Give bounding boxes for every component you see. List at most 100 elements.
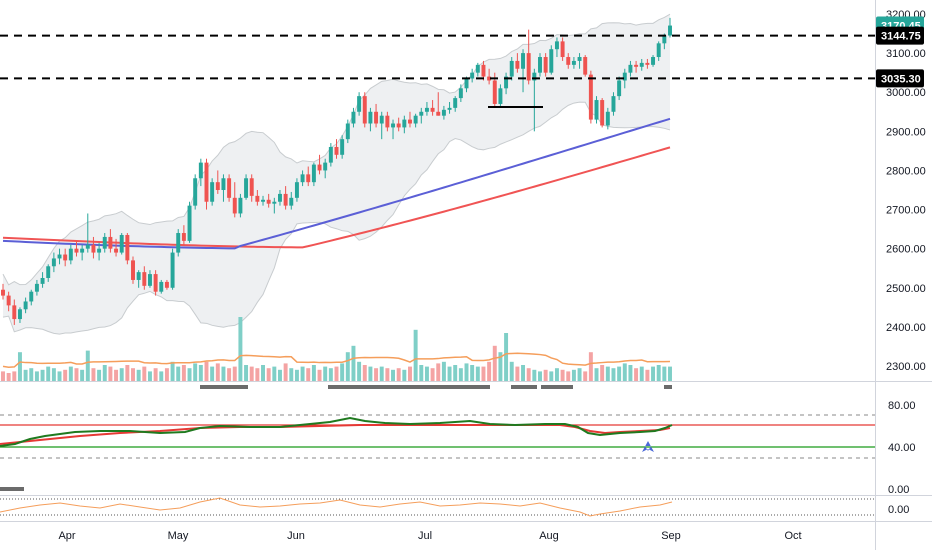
candle <box>470 68 475 83</box>
candle-body <box>538 57 542 73</box>
volume-bar <box>277 369 282 381</box>
volume-bar <box>187 368 192 381</box>
time-axis-label: Sep <box>661 530 681 542</box>
volume-bar <box>357 361 362 381</box>
candle-body <box>294 182 299 198</box>
candle <box>108 229 113 253</box>
candle <box>413 113 418 128</box>
candle-body <box>17 309 22 320</box>
candle-body <box>210 182 215 202</box>
candle <box>583 55 588 77</box>
candle-body <box>453 98 458 108</box>
volume-bar <box>74 368 79 381</box>
osc-axis-label-top: 0.00 <box>888 484 909 496</box>
time-axis-label: Apr <box>58 530 75 542</box>
price-axis[interactable]: 3200.003100.003000.002900.002800.002700.… <box>886 9 926 373</box>
candle-body <box>198 162 203 179</box>
candle-body <box>424 107 429 112</box>
volume-bar <box>634 368 639 381</box>
candle-body <box>487 76 492 81</box>
candle-body <box>80 248 85 253</box>
candle-body <box>571 60 576 65</box>
candle <box>515 53 520 73</box>
candle-body <box>560 41 565 58</box>
volume-bar <box>176 366 181 381</box>
candle-body <box>63 254 68 261</box>
candle <box>362 92 367 128</box>
bollinger-lower <box>2 101 671 335</box>
candle-body <box>311 164 316 183</box>
volume-bar <box>385 368 390 381</box>
candle <box>261 195 265 206</box>
time-axis[interactable]: Apr May Jun Jul Aug Sep Oct <box>58 530 801 542</box>
candle-body <box>521 53 526 69</box>
volume-bar <box>628 365 633 381</box>
candle-body <box>379 115 384 124</box>
candle <box>436 92 441 116</box>
candle-body <box>306 174 311 183</box>
candle <box>142 266 147 290</box>
candle <box>441 105 446 120</box>
candle <box>34 279 39 296</box>
candle-body <box>357 96 362 112</box>
time-axis-label: Jul <box>418 530 432 542</box>
candle-body <box>266 199 271 204</box>
volume-bar <box>63 369 68 381</box>
candle-body <box>283 193 288 206</box>
candle-body <box>402 119 407 128</box>
candle <box>554 37 559 58</box>
volume-bar <box>622 363 627 381</box>
candle <box>475 62 480 77</box>
volume-bar <box>136 369 141 381</box>
horizontal-levels[interactable] <box>0 34 875 80</box>
candle-body <box>1 289 5 296</box>
volume-bar <box>1 371 5 381</box>
volume-bar <box>464 363 469 381</box>
bollinger-fill <box>3 14 670 335</box>
candle-body <box>272 201 277 204</box>
candle-body <box>634 64 639 67</box>
support-tag-bg <box>876 69 924 88</box>
price-axis-label: 2800.00 <box>886 165 926 177</box>
candle <box>560 37 565 61</box>
candle-body <box>385 115 390 128</box>
volume-bar <box>340 363 345 381</box>
volume-bar <box>498 352 503 381</box>
volume-bar <box>266 368 271 381</box>
candle <box>255 190 260 206</box>
osc-axis-label-zero: 0.00 <box>888 504 909 516</box>
volume-bar <box>170 361 175 381</box>
candle <box>509 57 514 81</box>
volume-bar <box>645 369 650 381</box>
price-axis-label: 2600.00 <box>886 244 926 256</box>
volume-bar <box>244 365 249 381</box>
volume-bar <box>142 366 147 381</box>
volume-bar <box>255 368 260 381</box>
candle-body <box>68 248 73 261</box>
volume-bar <box>334 366 339 381</box>
candle <box>181 225 186 245</box>
candle-body <box>164 281 169 288</box>
volume-bar <box>119 368 124 381</box>
volume-bar <box>46 366 51 381</box>
candle <box>198 158 203 187</box>
candle <box>249 174 254 202</box>
volume-bar <box>487 361 492 381</box>
volume-bar <box>80 369 85 381</box>
candle-body <box>74 248 79 253</box>
candle <box>97 242 102 261</box>
candle <box>204 158 209 210</box>
volume-bar <box>532 369 537 381</box>
candle <box>628 60 633 77</box>
candle <box>221 174 226 202</box>
volume-bar <box>419 365 424 381</box>
candle <box>323 158 328 179</box>
volume-bar <box>521 365 526 381</box>
volume-bar <box>436 363 441 381</box>
candle-body <box>441 109 446 116</box>
candle <box>374 103 379 128</box>
candle-body <box>29 291 34 302</box>
candle-body <box>221 178 226 190</box>
candle <box>238 193 243 218</box>
